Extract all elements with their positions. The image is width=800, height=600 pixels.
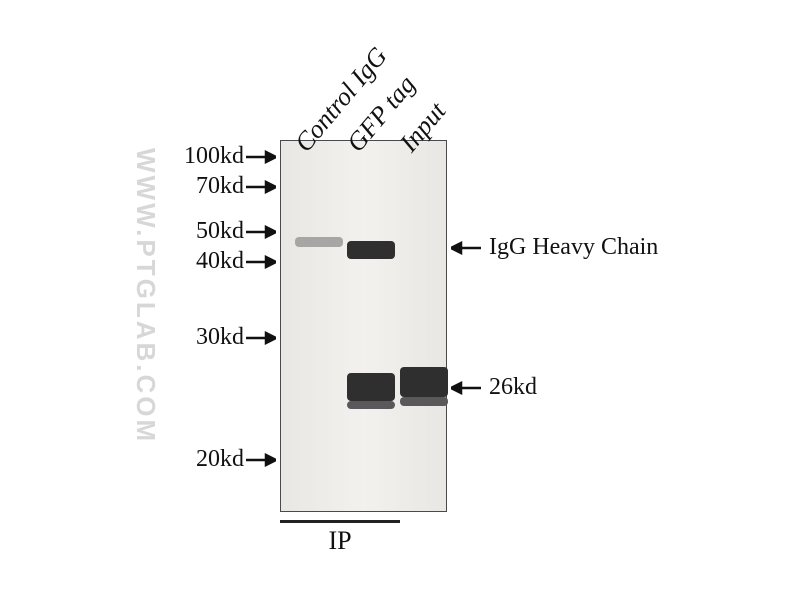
mw-marker-label: 30kd (196, 324, 244, 350)
band (295, 237, 343, 247)
mw-marker: 70kd (196, 173, 276, 200)
band (347, 241, 395, 259)
ip-label: IP (280, 526, 400, 556)
mw-marker: 30kd (196, 324, 276, 351)
mw-marker-label: 20kd (196, 446, 244, 472)
mw-marker: 20kd (196, 446, 276, 473)
band (400, 397, 448, 406)
mw-marker-label: 50kd (196, 218, 244, 244)
mw-marker: 50kd (196, 218, 276, 245)
blot-image (280, 140, 447, 512)
mw-marker-label: 100kd (184, 143, 244, 169)
arrow-right-icon (246, 331, 276, 345)
mw-marker: 100kd (184, 143, 276, 170)
mw-marker: 40kd (196, 248, 276, 275)
band (400, 367, 448, 397)
band-annotation: 26kd (451, 374, 537, 401)
arrow-right-icon (246, 453, 276, 467)
arrow-right-icon (246, 255, 276, 269)
figure-root: IP WWW.PTGLAB.COM 100kd 70kd 50kd 40kd 30kd 2… (0, 0, 800, 600)
band-annotation-label: IgG Heavy Chain (489, 234, 658, 261)
band (347, 373, 395, 401)
watermark-text: WWW.PTGLAB.COM (130, 148, 161, 468)
arrow-right-icon (246, 180, 276, 194)
band-annotation: IgG Heavy Chain (451, 234, 658, 261)
band (347, 401, 395, 409)
arrow-right-icon (246, 225, 276, 239)
arrow-right-icon (246, 150, 276, 164)
mw-marker-label: 40kd (196, 248, 244, 274)
ip-underline (280, 520, 400, 523)
arrow-left-icon (451, 241, 481, 255)
mw-marker-label: 70kd (196, 173, 244, 199)
band-annotation-label: 26kd (489, 374, 537, 401)
arrow-left-icon (451, 381, 481, 395)
